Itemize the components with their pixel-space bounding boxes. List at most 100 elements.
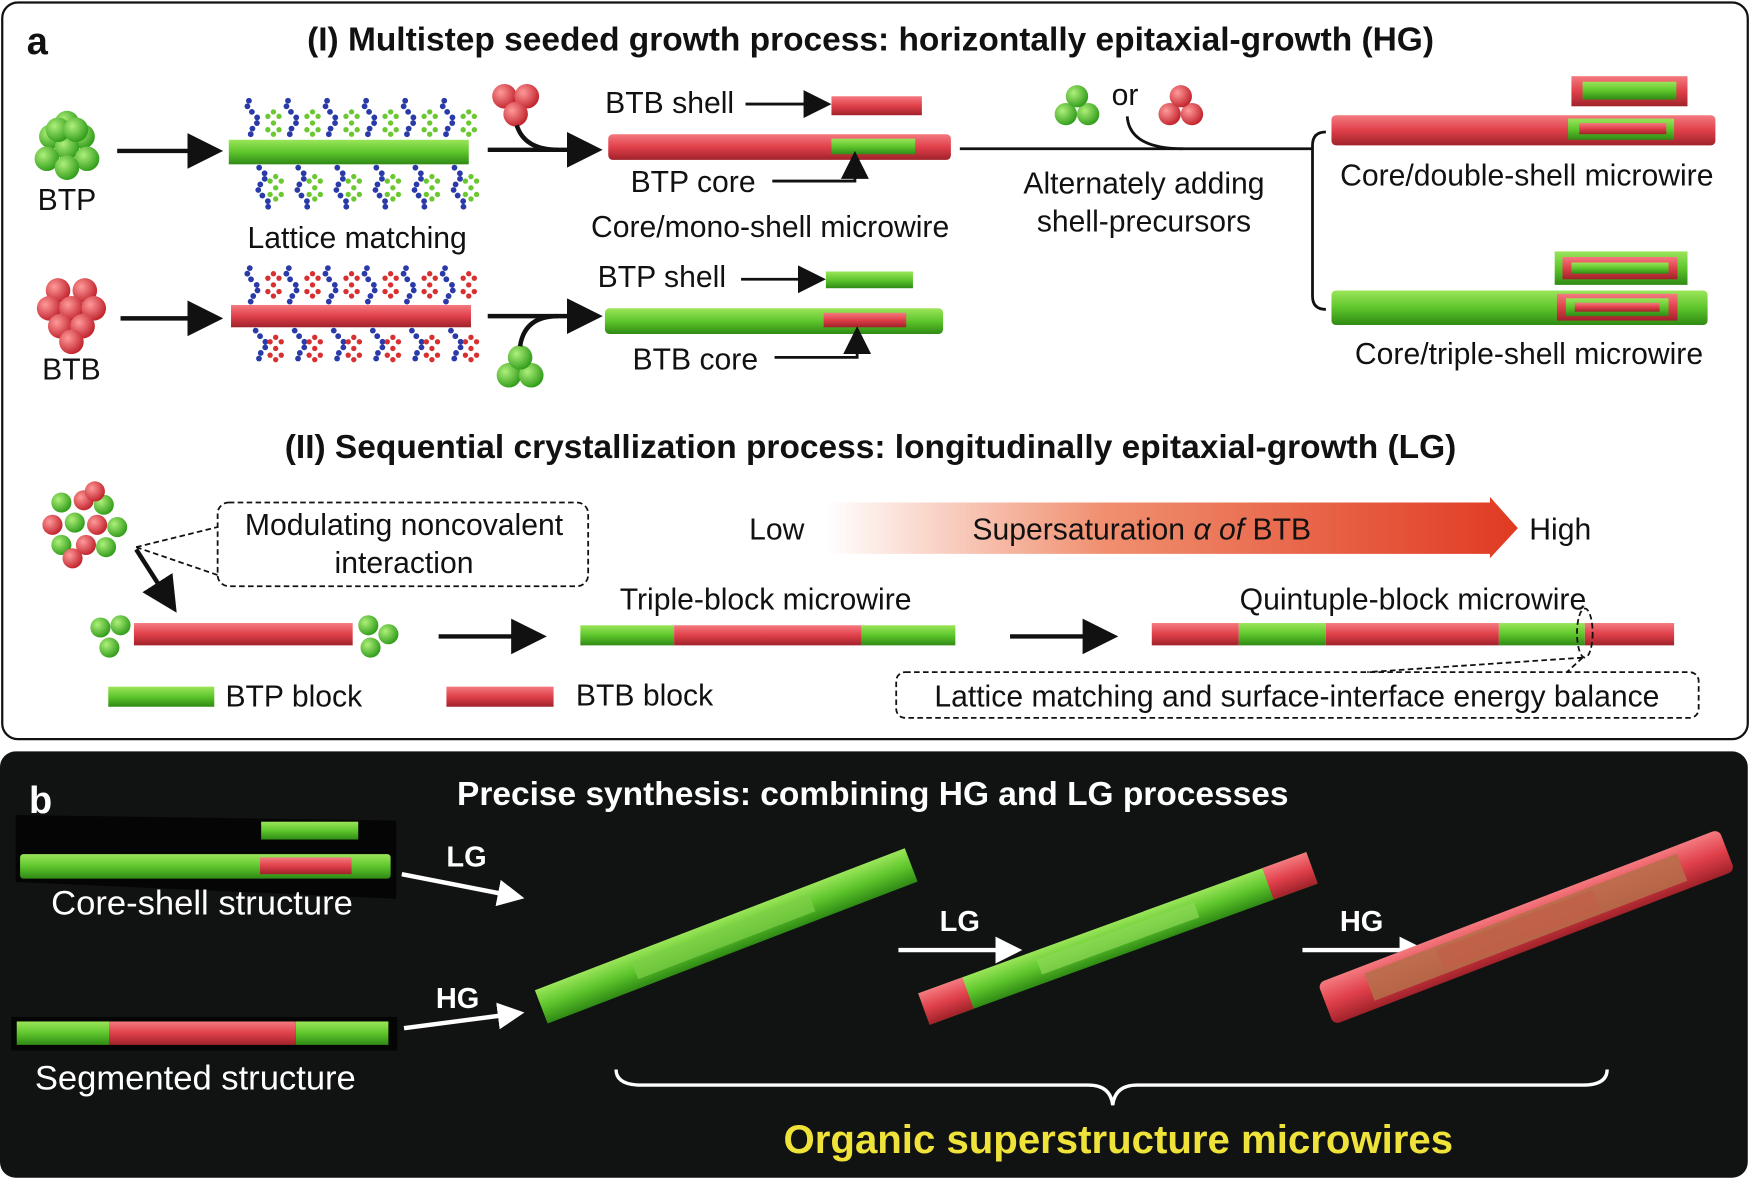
molecule-atom (356, 339, 363, 345)
molecule-atom (304, 113, 310, 120)
sphere (507, 345, 533, 370)
molecule-atom (466, 282, 472, 288)
molecule-atom (444, 125, 451, 132)
molecule-atom (473, 178, 480, 184)
molecule-atom (393, 113, 399, 120)
molecule-atom (288, 108, 294, 115)
molecule-atom (261, 175, 268, 182)
molecule-atom (471, 288, 478, 295)
molecule-atom (354, 288, 360, 295)
molecule-atom (423, 352, 430, 358)
molecule-atom (272, 345, 279, 352)
hg-label-2: HG (1340, 906, 1384, 938)
molecule-atom (364, 298, 371, 305)
panel-b: b Precise synthesis: combining HG and LG… (0, 751, 1748, 1178)
molecule-atom (449, 287, 456, 294)
btp-core-cutaway (831, 138, 916, 155)
molecule-atom (270, 120, 277, 126)
molecule-atom (462, 352, 469, 358)
sphere (1077, 102, 1100, 126)
molecule-atom (450, 187, 457, 193)
btb-shell-piece (831, 96, 922, 116)
molecule-atom (366, 108, 372, 115)
sphere (74, 146, 100, 172)
molecule-atom (390, 334, 396, 341)
molecule-atom (421, 127, 427, 133)
molecule-atom (468, 196, 474, 202)
molecule-atom (354, 127, 360, 133)
molecule-atom (468, 334, 474, 341)
triple-block-label: Triple-block microwire (620, 584, 912, 617)
supersaturation-prefix: Supersaturation (972, 513, 1193, 546)
supersaturation-label: Supersaturation α of BTB (972, 513, 1311, 546)
molecule-atom (283, 270, 290, 277)
molecule-atom (387, 109, 394, 115)
btb-block (1325, 623, 1499, 646)
triple-shell-core-red (1574, 302, 1660, 312)
molecule-atom (445, 293, 452, 299)
sphere (81, 296, 107, 321)
btp-shell-label: BTP shell (598, 261, 726, 294)
diagonal-microwire-2 (918, 852, 1318, 1025)
molecule-atom (449, 281, 455, 288)
inner-green-segment (631, 894, 816, 980)
molecule-atom (429, 173, 435, 180)
section1-title: (I) Multistep seeded growth process: hor… (307, 21, 1434, 58)
molecule-atom (427, 120, 433, 126)
molecule-atom (295, 164, 302, 171)
supersaturation-suffix: BTB (1244, 513, 1311, 546)
molecule-atom (278, 191, 284, 198)
sphere (75, 534, 96, 555)
molecule-atom (427, 271, 433, 277)
molecule-atom (408, 327, 415, 334)
btb-block (1584, 623, 1675, 646)
molecule-atom (379, 344, 386, 351)
molecule-atom (439, 270, 446, 277)
molecule-atom (265, 127, 271, 133)
molecule-atom (264, 198, 271, 205)
low-label: Low (749, 513, 805, 546)
molecule-atom (267, 339, 273, 345)
diagonal-microwire-3 (1319, 831, 1733, 1023)
molecule-atom (254, 287, 261, 294)
sphere (95, 537, 117, 558)
molecule-atom (306, 352, 312, 358)
molecule-atom (348, 120, 355, 126)
supersaturation-alpha: α of (1193, 513, 1246, 546)
molecule-atom (421, 113, 427, 120)
core-shell-label: Core-shell structure (51, 884, 353, 922)
sphere (59, 329, 84, 355)
btb-core-label: BTB core (633, 344, 759, 377)
molecule-atom (418, 175, 424, 182)
molecule-atom (326, 276, 333, 283)
molecule-atom (248, 108, 255, 115)
molecule-atom (335, 333, 342, 340)
molecule-atom (244, 270, 251, 277)
molecule-atom (287, 276, 293, 283)
molecule-atom (443, 131, 449, 138)
sphere (59, 296, 84, 321)
molecule-atom (434, 191, 441, 198)
molecule-atom (373, 355, 380, 362)
sphere-clusters (34, 83, 1204, 658)
sphere (36, 296, 62, 321)
molecule-atom (331, 281, 338, 288)
molecule-atom (378, 175, 385, 182)
molecule-atom (312, 334, 318, 341)
sphere (1180, 102, 1204, 126)
molecule-atom (276, 275, 282, 281)
molecule-atom (304, 275, 310, 281)
molecule-atom (404, 298, 410, 305)
btp-block (861, 625, 956, 646)
molecule-atom (432, 113, 438, 120)
molecule-atom (345, 191, 351, 198)
molecule-atom (443, 276, 450, 283)
molecule-atom (442, 265, 448, 272)
curve-arrow-green-precursor (517, 313, 559, 347)
hg-label-1: HG (436, 983, 480, 1015)
molecule-atom (462, 178, 469, 184)
molecule-atom (441, 97, 448, 104)
molecule-atom (365, 276, 372, 283)
quintuple-block-label: Quintuple-block microwire (1240, 584, 1587, 617)
molecule-atom (325, 131, 332, 138)
